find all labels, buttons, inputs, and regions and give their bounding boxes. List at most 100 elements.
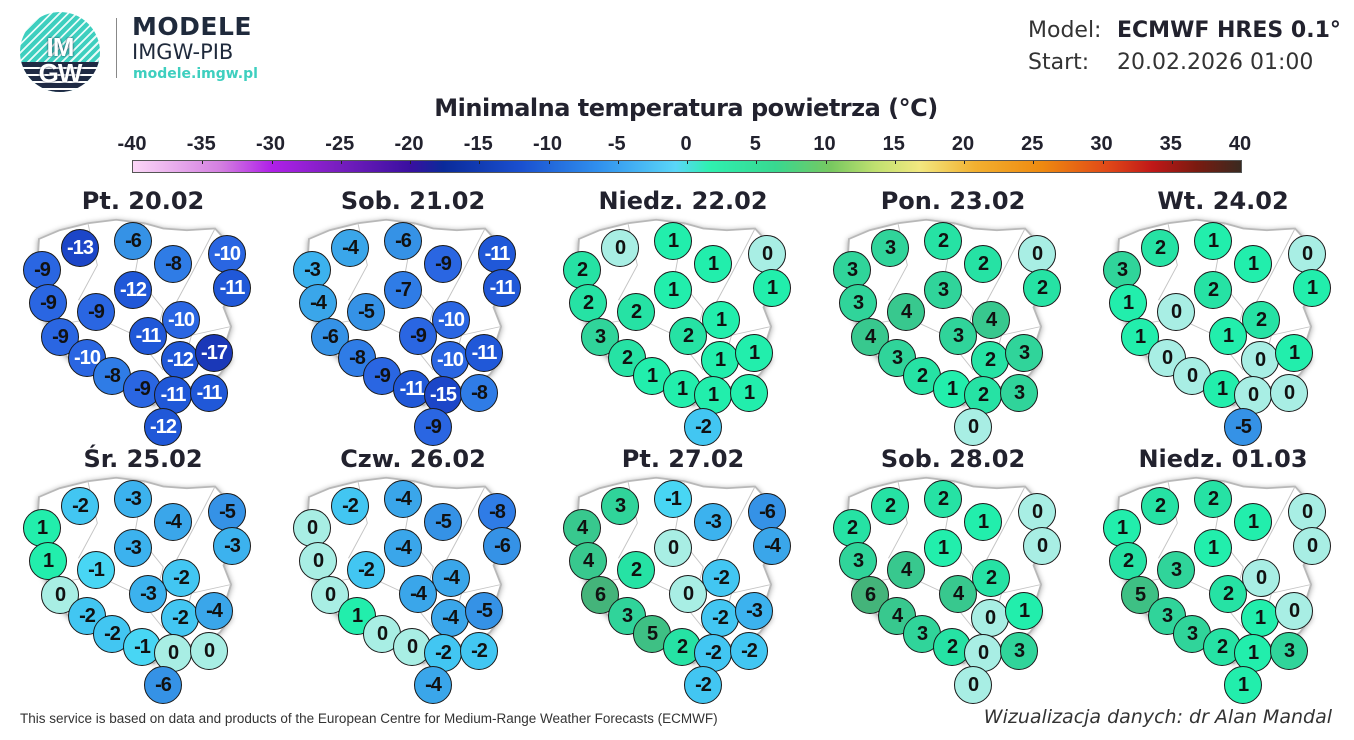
temperature-station-marker: 1 [753,269,791,307]
temperature-station-marker: 2 [833,509,871,547]
temperature-station-marker: -6 [483,527,521,565]
temperature-station-marker: -10 [68,339,106,377]
temperature-station-marker: -10 [162,301,200,339]
colorbar-tick-label: -40 [117,133,147,155]
temperature-station-marker: 0 [293,509,331,547]
colorbar-tick-label: 15 [882,133,905,155]
temperature-station-marker: 3 [871,229,909,267]
temperature-station-marker: 3 [924,271,962,309]
temperature-station-marker: -3 [213,527,251,565]
temperature-station-marker: -4 [753,527,791,565]
colorbar-tick [1102,161,1104,164]
map-day-title: Sob. 28.02 [880,445,1026,473]
temperature-station-marker: 0 [601,229,639,267]
ecmwf-attribution: This service is based on data and produc… [20,711,718,726]
temperature-station-marker: -4 [384,529,422,567]
temperature-station-marker: 3 [1000,374,1038,412]
temperature-colorbar [132,160,1242,173]
temperature-station-marker: 2 [1141,229,1179,267]
temperature-station-marker: -4 [414,666,452,704]
colorbar-tick [479,161,481,164]
temperature-station-marker: 2 [1194,271,1232,309]
temperature-station-marker: -10 [431,341,469,379]
temperature-station-marker: -11 [129,317,167,355]
temperature-station-marker: 1 [1293,269,1331,307]
temperature-station-marker: 4 [939,575,977,613]
temperature-station-marker: 3 [1000,632,1038,670]
temperature-station-marker: 2 [924,222,962,260]
temperature-station-marker: -2 [162,559,200,597]
temperature-station-marker: 3 [1005,334,1043,372]
brand-subtitle: IMGW-PIB [132,40,234,64]
colorbar-tick-label: -15 [463,133,493,155]
logo-text-bottom: GW [38,58,83,88]
temperature-station-marker: -4 [432,559,470,597]
temperature-station-marker: -5 [347,293,385,331]
temperature-station-marker: 1 [1234,503,1272,541]
temperature-station-marker: 1 [694,376,732,414]
temperature-station-marker: -10 [432,301,470,339]
temperature-station-marker: 4 [887,293,925,331]
map-day-title: Sob. 21.02 [340,187,486,215]
temperature-station-marker: 0 [954,666,992,704]
temperature-station-marker: 0 [1234,376,1272,414]
temperature-station-marker: 1 [964,503,1002,541]
temperature-station-marker: -4 [299,284,337,322]
colorbar-tick-label: -20 [394,133,424,155]
temperature-station-marker: 2 [971,341,1009,379]
temperature-station-marker: -2 [460,632,498,670]
temperature-station-marker: -1 [77,551,115,589]
temperature-station-marker: -13 [61,229,99,267]
colorbar-tick-label: 0 [680,133,692,155]
temperature-station-marker: -8 [460,374,498,412]
temperature-station-marker: 1 [1194,222,1232,260]
colorbar-tick [617,161,619,164]
colorbar-tick-label: -30 [256,133,285,155]
temperature-station-marker: 3 [601,487,639,525]
visualization-credit: Wizualizacja danych: dr Alan Mandal [983,706,1332,728]
colorbar-tick-label: 40 [1228,133,1252,155]
temperature-station-marker: 4 [887,551,925,589]
temperature-station-marker: 0 [1241,341,1279,379]
colorbar-tick-label: -10 [533,133,562,155]
temperature-station-marker: 1 [701,341,739,379]
colorbar-tick [202,161,204,164]
logo-stripes [20,62,100,92]
temperature-station-marker: 2 [1023,269,1061,307]
temperature-station-marker: -5 [424,503,462,541]
temperature-station-marker: 2 [669,317,707,355]
temperature-station-marker: 1 [1209,317,1247,355]
temperature-station-marker: 1 [654,271,692,309]
temperature-station-marker: -6 [114,222,152,260]
temperature-station-marker: 5 [1121,576,1159,614]
brand-url-link[interactable]: modele.imgw.pl [133,66,258,82]
temperature-station-marker: -2 [730,632,768,670]
temperature-station-marker: -2 [684,408,722,446]
map-day-title: Pon. 23.02 [880,187,1026,215]
temperature-station-marker: 4 [972,301,1010,339]
temperature-station-marker: 4 [563,509,601,547]
temperature-station-marker: -9 [23,251,61,289]
temperature-station-marker: -3 [694,503,732,541]
temperature-station-marker: 3 [1270,632,1308,670]
map-day-title: Pt. 27.02 [621,445,745,473]
temperature-station-marker: -2 [424,634,462,672]
temperature-station-marker: 0 [1288,493,1326,531]
temperature-station-marker: -12 [161,341,199,379]
temperature-station-marker: 1 [924,529,962,567]
temperature-station-marker: 1 [1005,592,1043,630]
temperature-station-marker: -3 [293,251,331,289]
temperature-station-marker: -9 [399,317,437,355]
temperature-station-marker: 0 [190,632,228,670]
temperature-station-marker: 1 [730,374,768,412]
map-day-title: Czw. 26.02 [340,445,486,473]
temperature-station-marker: -11 [465,334,503,372]
temperature-station-marker: -8 [478,493,516,531]
temperature-station-marker: 0 [654,529,692,567]
temperature-station-marker: 3 [581,318,619,356]
temperature-station-marker: 2 [617,293,655,331]
temperature-station-marker: -10 [208,235,246,273]
temperature-station-marker: -2 [347,551,385,589]
map-day-title: Niedz. 22.02 [598,187,768,215]
temperature-station-marker: -4 [384,480,422,518]
